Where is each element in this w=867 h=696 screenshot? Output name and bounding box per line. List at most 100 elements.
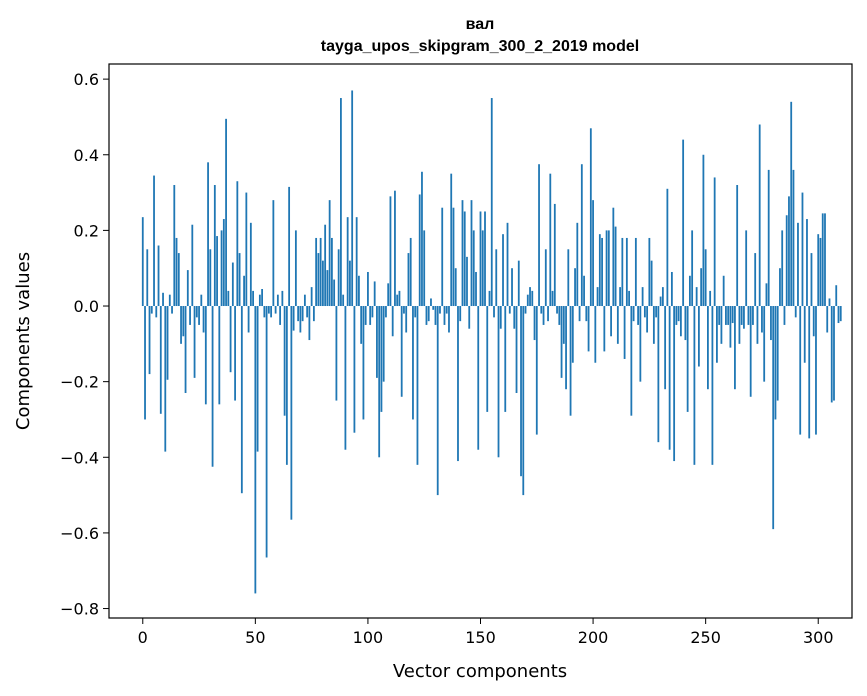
bar (803, 306, 806, 363)
bar (344, 306, 347, 450)
bar (621, 237, 624, 307)
bar (776, 306, 779, 401)
bar (317, 253, 320, 307)
bar (531, 290, 534, 307)
bar (515, 306, 518, 393)
bar (310, 287, 313, 307)
bar (328, 200, 331, 307)
bar (542, 306, 545, 325)
bar (186, 270, 189, 307)
bar (285, 306, 288, 465)
bar (589, 128, 592, 307)
bar (162, 292, 164, 307)
bar (227, 290, 230, 307)
bar (321, 260, 324, 307)
bar (808, 306, 811, 439)
bar (157, 245, 160, 307)
bar (488, 290, 491, 307)
bar (360, 306, 363, 344)
bar (445, 306, 448, 314)
y-tick-label: 0.2 (74, 221, 99, 240)
bar (682, 139, 685, 307)
bar (612, 207, 615, 307)
bar (281, 290, 284, 307)
bar (727, 306, 730, 325)
y-tick-label: 0.6 (74, 70, 99, 89)
bar (740, 306, 743, 325)
bar (702, 154, 705, 307)
bar (416, 306, 419, 465)
bar (312, 306, 315, 322)
bar (330, 237, 333, 307)
bar (276, 294, 279, 307)
bar (499, 306, 502, 329)
x-tick-label: 50 (245, 628, 265, 647)
bar (166, 306, 169, 380)
bar (650, 260, 653, 307)
bar (754, 253, 757, 307)
bar (684, 306, 687, 341)
bar (558, 306, 561, 325)
bar (367, 271, 369, 307)
bar (828, 298, 831, 307)
y-tick-label: −0.8 (60, 600, 99, 619)
bar (578, 306, 581, 322)
bar (387, 283, 390, 307)
bar (288, 186, 291, 307)
bar (783, 306, 786, 325)
bar (308, 306, 311, 341)
bar (821, 213, 824, 307)
bar (713, 177, 716, 307)
bar (351, 90, 354, 307)
bar (594, 306, 597, 363)
bar (585, 306, 588, 322)
bar (657, 306, 660, 443)
bar (625, 237, 628, 307)
bar (736, 185, 739, 307)
bars-group (141, 90, 842, 594)
y-axis-label: Components values (13, 252, 34, 430)
bar (229, 306, 232, 373)
bar (668, 306, 671, 450)
bar (580, 164, 583, 307)
bar (556, 306, 558, 314)
bar (218, 306, 221, 405)
bar (443, 306, 446, 325)
bar (529, 287, 531, 307)
bar (297, 306, 300, 322)
bar (567, 249, 570, 307)
bar (598, 234, 601, 307)
bar (349, 260, 351, 307)
bar (207, 162, 209, 307)
bar (763, 306, 766, 382)
x-axis-ticks: 0 50 100 150 200 250 300 (138, 618, 834, 647)
bar (385, 306, 387, 318)
bar (364, 306, 367, 325)
bar (752, 306, 754, 325)
bar (688, 275, 691, 307)
bar (177, 253, 180, 307)
bar (398, 290, 401, 307)
bar (614, 226, 617, 307)
x-tick-label: 0 (138, 628, 148, 647)
bar (155, 306, 158, 318)
bar (677, 306, 680, 322)
bar (544, 249, 547, 307)
bar (569, 306, 572, 416)
bar (490, 98, 493, 307)
bar (173, 185, 176, 307)
bar (475, 271, 477, 307)
bar (358, 275, 360, 307)
bar (376, 306, 378, 378)
bar (292, 306, 295, 331)
bar (261, 289, 264, 307)
bar (720, 306, 723, 344)
bar (400, 306, 403, 397)
bar (468, 306, 471, 329)
bar (412, 306, 414, 420)
bar (634, 237, 637, 307)
bar (628, 290, 631, 307)
bar (758, 124, 761, 307)
bar (168, 294, 171, 307)
